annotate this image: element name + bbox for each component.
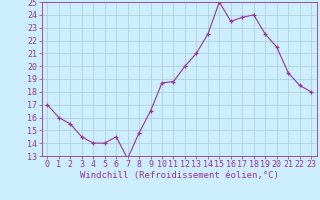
X-axis label: Windchill (Refroidissement éolien,°C): Windchill (Refroidissement éolien,°C) <box>80 171 279 180</box>
